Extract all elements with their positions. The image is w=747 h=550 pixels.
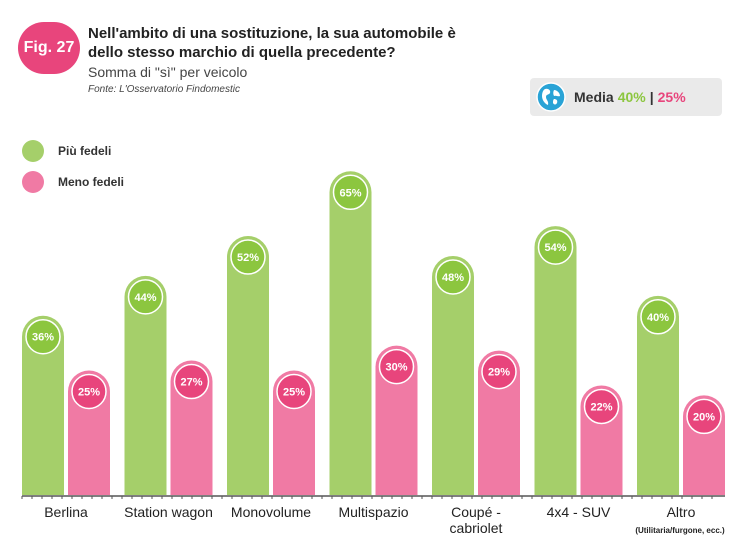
category-label: cabriolet xyxy=(450,520,503,536)
bar xyxy=(329,171,372,495)
bar-value-circle xyxy=(25,318,61,355)
bar xyxy=(432,255,474,495)
data-label: 44% xyxy=(134,292,156,304)
data-label: 65% xyxy=(339,187,361,199)
legend-label: Più fedeli xyxy=(58,144,112,158)
data-label: 30% xyxy=(385,362,407,374)
media-value-a: 40% xyxy=(617,89,646,105)
bar-value-circle xyxy=(332,174,369,211)
bar-value-circle xyxy=(435,259,471,295)
bar-value-circle xyxy=(686,398,722,435)
figure-badge: Fig. 27 xyxy=(18,22,80,74)
legend-item-piu-fedeli: Più fedeli xyxy=(22,140,111,162)
data-label: 52% xyxy=(237,252,259,264)
media-separator: | xyxy=(649,89,654,105)
bar-value-circle xyxy=(537,229,574,265)
bar-value-circle xyxy=(230,239,266,275)
chart-title: Nell'ambito di una sostituzione, la sua … xyxy=(88,25,456,61)
data-label: 54% xyxy=(544,242,566,254)
legend-swatch-green xyxy=(22,140,44,162)
bar xyxy=(534,226,577,495)
chart-source: Fonte: L'Osservatorio Findomestic xyxy=(88,84,240,95)
legend-item-meno-fedeli: Meno fedeli xyxy=(22,171,124,193)
media-box: Media 40% | 25% xyxy=(530,78,722,116)
data-label: 22% xyxy=(590,401,612,413)
category-label: Coupé - xyxy=(451,504,501,520)
category-label: Altro xyxy=(667,504,696,520)
bar-value-circle xyxy=(71,373,107,410)
bar-value-circle xyxy=(378,348,415,385)
bar xyxy=(375,345,418,495)
data-label: 25% xyxy=(78,387,100,399)
legend-label: Meno fedeli xyxy=(58,175,125,189)
data-label: 27% xyxy=(180,377,202,389)
data-label: 36% xyxy=(32,332,54,344)
data-label: 29% xyxy=(488,367,510,379)
globe-icon xyxy=(536,82,566,112)
data-label: 48% xyxy=(442,272,464,284)
category-label: Station wagon xyxy=(124,504,213,520)
data-label: 40% xyxy=(647,312,669,324)
bar-value-circle xyxy=(173,363,210,400)
category-label: Berlina xyxy=(44,504,88,520)
bar xyxy=(22,315,64,495)
chart-subtitle: Somma di "sì" per veicolo xyxy=(88,64,248,80)
bar xyxy=(227,236,269,495)
bar xyxy=(637,295,679,495)
category-label: 4x4 - SUV xyxy=(547,504,611,520)
legend-swatch-pink xyxy=(22,171,44,193)
bar xyxy=(478,350,520,495)
bar-value-circle xyxy=(640,299,676,335)
media-label: Media xyxy=(574,89,614,105)
category-note: (Utilitaria/furgone, ecc.) xyxy=(635,526,725,535)
category-label: Multispazio xyxy=(338,504,408,520)
category-label: Monovolume xyxy=(231,504,311,520)
data-label: 20% xyxy=(693,411,715,423)
bar-value-circle xyxy=(481,353,517,390)
data-label: 25% xyxy=(283,387,305,399)
bar-value-circle xyxy=(583,388,620,425)
bar-value-circle xyxy=(127,279,164,315)
media-value-b: 25% xyxy=(657,89,686,105)
bar-value-circle xyxy=(276,373,312,410)
bar xyxy=(124,275,167,495)
